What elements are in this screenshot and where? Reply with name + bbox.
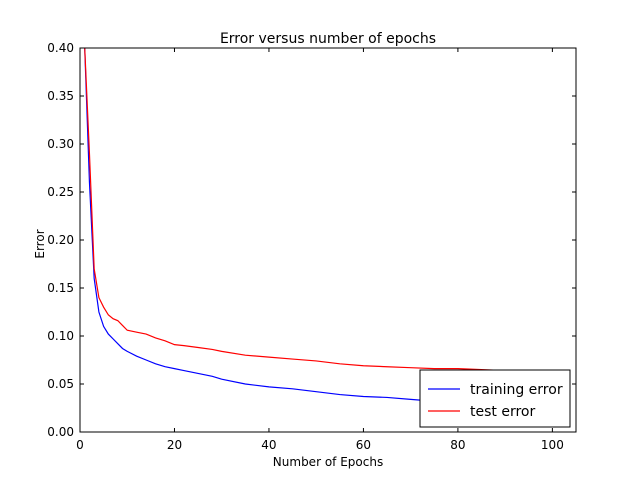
y-tick-label: 0.25 xyxy=(47,185,74,199)
legend: training error test error xyxy=(419,369,571,428)
legend-label-test: test error xyxy=(470,404,535,420)
x-tick-label: 60 xyxy=(356,438,371,452)
axis-ticks: 0 20 40 60 80 100 0.00 0.05 0.10 0.15 0.20 0.25 0.30… xyxy=(47,41,576,452)
y-tick-label: 0.10 xyxy=(47,329,74,343)
x-tick-label: 100 xyxy=(541,438,564,452)
series-line-test-error xyxy=(84,48,553,374)
legend-box xyxy=(419,369,571,428)
x-tick-label: 0 xyxy=(76,438,84,452)
x-tick-label: 40 xyxy=(261,438,276,452)
y-tick-label: 0.30 xyxy=(47,137,74,151)
chart-title: Error versus number of epochs xyxy=(220,31,436,47)
y-tick-label: 0.15 xyxy=(47,281,74,295)
y-tick-label: 0.00 xyxy=(47,425,74,439)
y-axis-label: Error xyxy=(33,229,47,258)
y-tick-label: 0.20 xyxy=(47,233,74,247)
y-tick-label: 0.05 xyxy=(47,377,74,391)
legend-label-training: training error xyxy=(470,382,563,398)
x-tick-label: 20 xyxy=(167,438,182,452)
y-tick-label: 0.35 xyxy=(47,89,74,103)
y-tick-label: 0.40 xyxy=(47,41,74,55)
x-tick-label: 80 xyxy=(450,438,465,452)
x-axis-label: Number of Epochs xyxy=(273,455,383,469)
